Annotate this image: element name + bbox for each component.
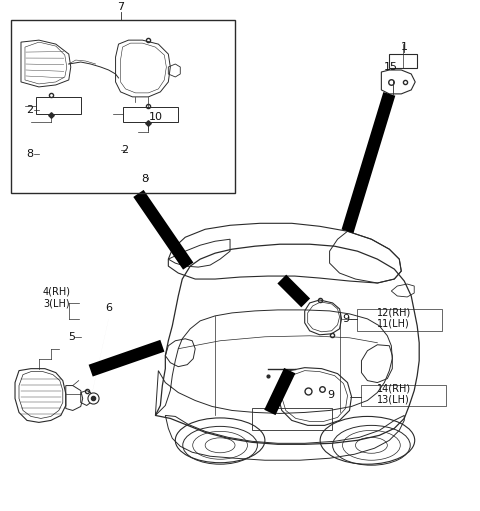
Text: 8: 8 [141,174,148,184]
Bar [358,309,442,331]
Text: 9: 9 [327,389,335,400]
Text: 6: 6 [105,303,112,313]
Text: 8: 8 [26,149,33,158]
Text: 14(RH): 14(RH) [377,384,411,393]
Bar [361,385,446,406]
Text: 13(LH): 13(LH) [377,394,410,405]
Text: 12(RH): 12(RH) [377,308,412,318]
Bar [252,408,332,430]
Text: 10: 10 [148,112,162,122]
Text: 2: 2 [121,145,129,155]
Text: 5: 5 [68,332,75,342]
Text: 7: 7 [117,2,124,12]
Text: 1: 1 [401,42,408,52]
Text: 2: 2 [26,105,33,115]
Text: 11(LH): 11(LH) [377,319,410,329]
Text: 15: 15 [384,62,398,72]
Text: 3(LH): 3(LH) [43,299,70,309]
Bar [389,54,417,68]
Bar [11,20,235,194]
Text: 4(RH): 4(RH) [43,287,71,297]
Text: 9: 9 [342,314,349,324]
